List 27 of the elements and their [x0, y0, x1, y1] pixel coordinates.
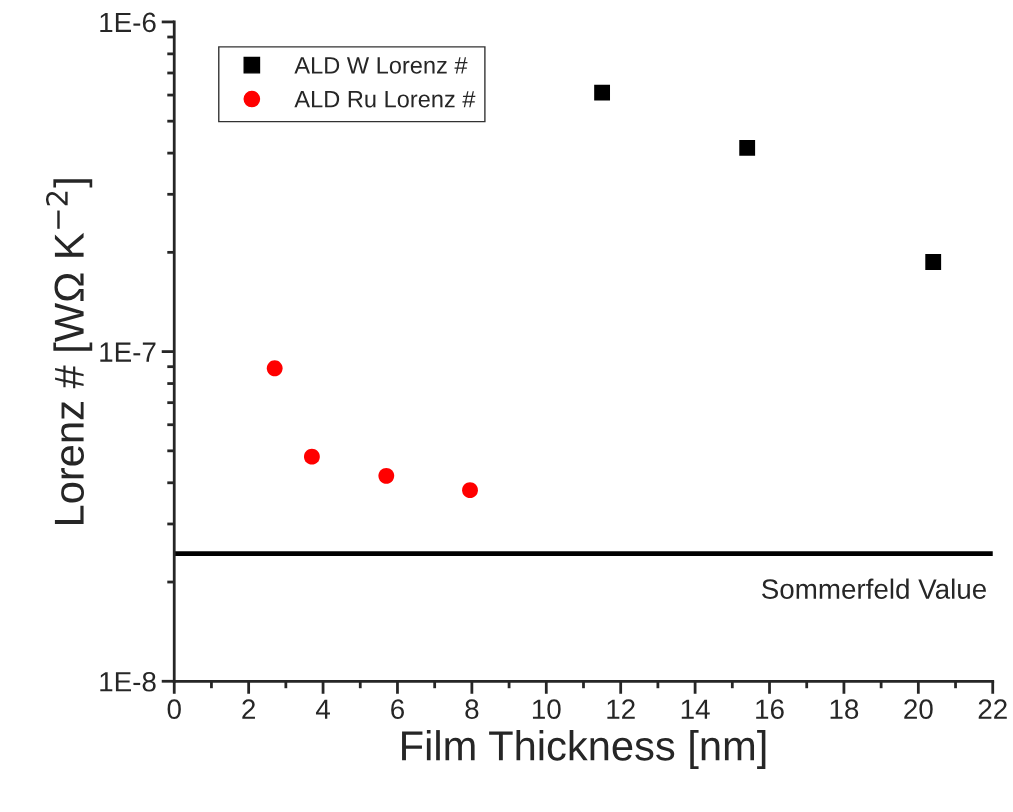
point — [739, 139, 756, 156]
point — [303, 448, 320, 465]
point — [594, 84, 611, 101]
x-tick-label: 0 — [167, 699, 181, 720]
x-tick-label: 22 — [978, 699, 1007, 719]
y-tick-label: 1E-6 — [100, 12, 156, 33]
x-tick-label: 20 — [904, 699, 933, 720]
x-tick-label: 8 — [465, 699, 479, 720]
x-tick-label: 2 — [242, 699, 255, 719]
x-tick-label: 16 — [756, 699, 784, 720]
point — [925, 254, 942, 270]
point — [378, 467, 395, 484]
y-tick-label: 1E-8 — [100, 671, 156, 692]
x-tick-label: 12 — [607, 699, 635, 719]
x-tick-label: 6 — [391, 699, 404, 720]
x-tick-label: 14 — [681, 699, 710, 719]
ref-line-label: Sommerfeld Value — [762, 578, 986, 599]
point — [462, 482, 478, 499]
y-tick-label: 1E-7 — [100, 342, 156, 362]
x-axis-title: Film Thickness [nm] — [402, 730, 766, 769]
x-tick-label: 10 — [532, 699, 561, 720]
x-tick-label: 4 — [315, 699, 330, 719]
legend-label: ALD Ru Lorenz # — [294, 91, 476, 108]
point — [266, 360, 283, 377]
legend-label: ALD W Lorenz # — [294, 57, 468, 74]
x-tick-label: 18 — [830, 699, 859, 720]
y-axis-title: Lorenz # [WΩ K$^{−2}$] — [45, 179, 93, 525]
